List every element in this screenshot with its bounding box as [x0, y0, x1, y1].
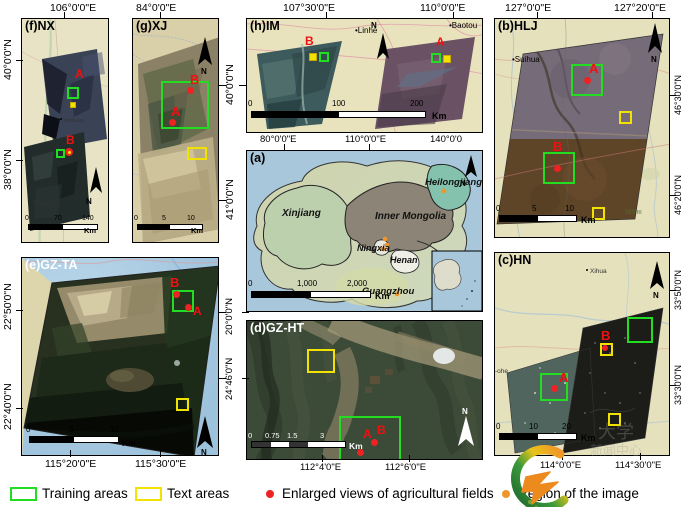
svg-text:350 m: 350 m — [625, 210, 642, 216]
svg-text:-ohe: -ohe — [495, 368, 508, 375]
svg-text:Yinchuan: Yinchuan — [63, 118, 84, 124]
svg-text:Xihua: Xihua — [590, 268, 607, 275]
svg-text:Xinjiang: Xinjiang — [281, 208, 321, 219]
svg-text:Ningxia: Ningxia — [357, 243, 390, 253]
svg-text:Henan: Henan — [390, 255, 418, 265]
svg-text:Inner Mongolia: Inner Mongolia — [375, 211, 447, 222]
svg-text:NINGXIA: NINGXIA — [33, 201, 59, 207]
